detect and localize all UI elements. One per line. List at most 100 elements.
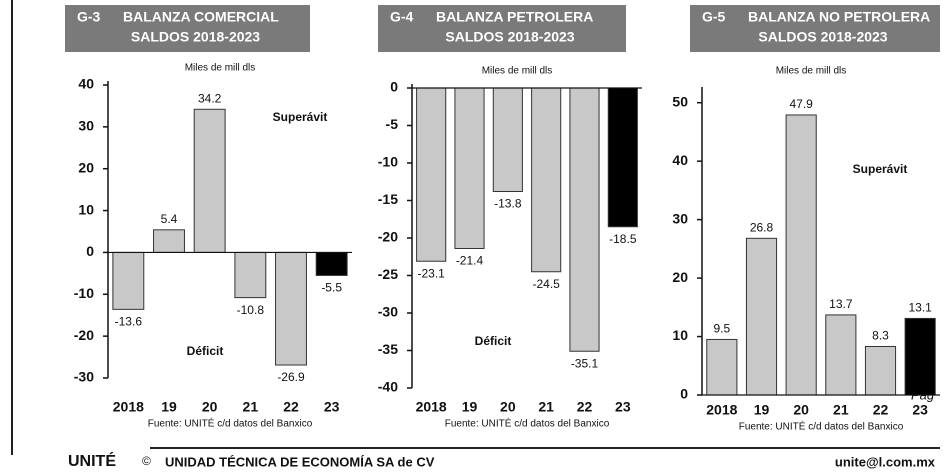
bar (454, 87, 485, 249)
bar (234, 251, 267, 299)
annotation: Superávit (273, 110, 328, 124)
x-tick-label: 21 (243, 399, 259, 415)
y-tick-label: -15 (378, 191, 398, 207)
value-label: 9.5 (713, 322, 730, 336)
bar (825, 314, 857, 396)
unit-label: Miles de mill dls (185, 63, 256, 74)
header-box (65, 5, 310, 52)
y-tick-label: 40 (78, 76, 94, 92)
x-tick-label: 19 (462, 399, 478, 415)
bar (569, 87, 600, 352)
bar (112, 251, 145, 310)
chart-title: BALANZA NO PETROLERA (748, 9, 930, 25)
y-tick-label: -20 (378, 229, 398, 245)
value-label: 47.9 (789, 97, 813, 111)
x-tick-label: 19 (161, 399, 177, 415)
value-label: -23.1 (417, 266, 445, 280)
chart-code: G-3 (77, 9, 101, 25)
value-label: -21.4 (456, 254, 484, 268)
bar (706, 338, 738, 396)
chart-subtitle: SALDOS 2018-2023 (131, 29, 260, 45)
chart-code: G-5 (702, 9, 726, 25)
y-tick-label: 0 (390, 79, 398, 95)
source: Fuente: UNITÉ c/d datos del Banxico (739, 420, 904, 433)
x-tick-label: 20 (500, 399, 516, 415)
value-label: 8.3 (872, 329, 889, 343)
x-tick-label: 23 (912, 402, 928, 418)
bar (531, 87, 562, 273)
source: Fuente: UNITÉ c/d datos del Banxico (445, 417, 610, 430)
y-tick-label: 30 (672, 210, 688, 226)
value-label: -24.5 (532, 277, 560, 291)
annotation: Déficit (475, 334, 512, 348)
x-tick-label: 21 (538, 399, 554, 415)
x-tick-label: 23 (324, 399, 340, 415)
y-tick-label: 0 (680, 386, 688, 402)
y-tick-label: -25 (378, 266, 398, 282)
value-label: -13.8 (494, 197, 522, 211)
value-label: -5.5 (321, 281, 342, 295)
y-tick-label: 20 (78, 159, 94, 175)
y-tick-label: -35 (378, 341, 398, 357)
unit-label: Miles de mill dls (776, 66, 847, 77)
value-label: -35.1 (571, 356, 599, 370)
footer-logo: UNITÉ (68, 451, 116, 470)
y-tick-label: -30 (74, 369, 94, 385)
y-tick-label: -10 (378, 154, 398, 170)
footer-organization: UNIDAD TÉCNICA DE ECONOMÍA SA de CV (165, 454, 435, 469)
value-label: -13.6 (115, 315, 143, 329)
y-tick-label: -20 (74, 327, 94, 343)
y-tick-label: 0 (86, 243, 94, 259)
x-tick-label: 23 (615, 399, 631, 415)
value-label: 26.8 (750, 220, 774, 234)
bar (785, 114, 817, 396)
source: Fuente: UNITÉ c/d datos del Banxico (148, 417, 313, 430)
y-tick-label: -10 (74, 285, 94, 301)
x-tick-label: 22 (283, 399, 299, 415)
y-tick-label: 30 (78, 118, 94, 134)
footer-copyright: © (142, 454, 151, 468)
value-label: -26.9 (277, 370, 305, 384)
value-label: 13.7 (829, 297, 853, 311)
chart-subtitle: SALDOS 2018-2023 (445, 29, 574, 45)
y-tick-label: -5 (386, 116, 399, 132)
x-tick-label: 20 (202, 399, 218, 415)
unit-label: Miles de mill dls (482, 66, 553, 77)
y-tick-label: 10 (672, 327, 688, 343)
x-tick-label: 19 (754, 402, 770, 418)
annotation: Déficit (187, 344, 224, 358)
value-label: 13.1 (908, 301, 932, 315)
chart-title: BALANZA COMERCIAL (123, 9, 279, 25)
x-tick-label: 20 (793, 402, 809, 418)
bar (607, 87, 638, 228)
bar (864, 345, 897, 396)
bar (745, 237, 778, 396)
x-tick-label: 22 (873, 402, 889, 418)
value-label: 5.4 (161, 212, 178, 226)
chart-subtitle: SALDOS 2018-2023 (758, 29, 887, 45)
y-tick-label: -30 (378, 304, 398, 320)
header-box (690, 5, 940, 52)
chart-title: BALANZA PETROLERA (436, 9, 593, 25)
value-label: -10.8 (237, 303, 265, 317)
y-tick-label: -40 (378, 379, 398, 395)
value-label: -18.5 (609, 232, 637, 246)
bar (416, 87, 447, 262)
y-tick-label: 20 (672, 269, 688, 285)
chart-code: G-4 (390, 9, 414, 25)
y-tick-label: 40 (672, 152, 688, 168)
y-tick-label: 10 (78, 201, 94, 217)
bar (904, 317, 936, 396)
value-label: 34.2 (198, 91, 222, 105)
x-tick-label: 21 (833, 402, 849, 418)
bar (492, 87, 523, 192)
footer-email: unite@l.com.mx (835, 454, 936, 469)
annotation: Superávit (853, 162, 908, 176)
y-tick-label: 50 (672, 93, 688, 109)
header-box (378, 5, 626, 52)
bar (315, 251, 348, 276)
bar (193, 108, 226, 253)
x-tick-label: 2018 (706, 402, 737, 418)
x-tick-label: 2018 (416, 399, 447, 415)
